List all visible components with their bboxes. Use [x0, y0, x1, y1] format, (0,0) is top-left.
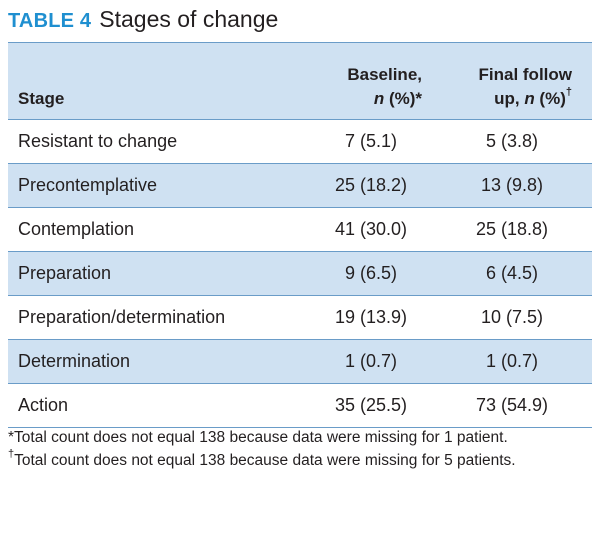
footnote-baseline: *Total count does not equal 138 because …: [8, 429, 508, 446]
header-final-pre: up,: [494, 89, 525, 108]
table-row: Contemplation 41 (30.0) 25 (18.8): [8, 207, 592, 252]
row-baseline: 19 (13.9): [310, 295, 432, 340]
row-stage: Precontemplative: [8, 163, 310, 208]
footnote-final: †Total count does not equal 138 because …: [8, 447, 592, 471]
table-row: Preparation 9 (6.5) 6 (4.5): [8, 251, 592, 296]
table-row: Action 35 (25.5) 73 (54.9): [8, 383, 592, 428]
header-final-dagger: †: [565, 86, 572, 99]
row-stage: Preparation: [8, 251, 310, 296]
header-baseline: Baseline, n (%)*: [310, 42, 432, 120]
table-label: TABLE 4: [8, 10, 92, 32]
row-baseline: 41 (30.0): [310, 207, 432, 252]
table-title: Stages of change: [99, 6, 279, 32]
row-stage: Action: [8, 383, 310, 428]
row-baseline: 1 (0.7): [310, 339, 432, 384]
header-baseline-rest: (%)*: [384, 89, 422, 108]
row-baseline: 35 (25.5): [310, 383, 432, 428]
row-final: 6 (4.5): [432, 251, 592, 296]
table-header-row: Stage Baseline, n (%)* Final follow up, …: [8, 42, 592, 120]
row-stage: Resistant to change: [8, 119, 310, 164]
row-stage: Determination: [8, 339, 310, 384]
row-final: 10 (7.5): [432, 295, 592, 340]
footnote-final-text: Total count does not equal 138 because d…: [14, 452, 516, 469]
row-baseline: 9 (6.5): [310, 251, 432, 296]
table-row: Preparation/determination 19 (13.9) 10 (…: [8, 295, 592, 340]
header-final-line1: Final follow: [478, 65, 573, 84]
table-row: Precontemplative 25 (18.2) 13 (9.8): [8, 163, 592, 208]
header-final-n: n: [524, 89, 535, 108]
row-final: 13 (9.8): [432, 163, 592, 208]
table-caption: TABLE 4 Stages of change: [8, 6, 278, 38]
row-baseline: 25 (18.2): [310, 163, 432, 208]
row-final: 5 (3.8): [432, 119, 592, 164]
footnote-dagger: †: [8, 447, 15, 460]
row-stage: Contemplation: [8, 207, 310, 252]
stages-table-container: Stage Baseline, n (%)* Final follow up, …: [8, 42, 592, 428]
row-stage: Preparation/determination: [8, 295, 310, 340]
header-baseline-line1: Baseline,: [347, 65, 422, 84]
header-final-rest: (%): [534, 89, 566, 108]
row-final: 1 (0.7): [432, 339, 592, 384]
row-final: 25 (18.8): [432, 207, 592, 252]
header-stage: Stage: [8, 42, 310, 120]
row-final: 73 (54.9): [432, 383, 592, 428]
table-row: Determination 1 (0.7) 1 (0.7): [8, 339, 592, 384]
header-baseline-n: n: [373, 89, 385, 108]
stages-table: Stage Baseline, n (%)* Final follow up, …: [8, 42, 592, 428]
table-row: Resistant to change 7 (5.1) 5 (3.8): [8, 119, 592, 164]
header-final: Final follow up, n (%)†: [432, 42, 592, 120]
row-baseline: 7 (5.1): [310, 119, 432, 164]
table-footnotes: *Total count does not equal 138 because …: [8, 428, 592, 474]
